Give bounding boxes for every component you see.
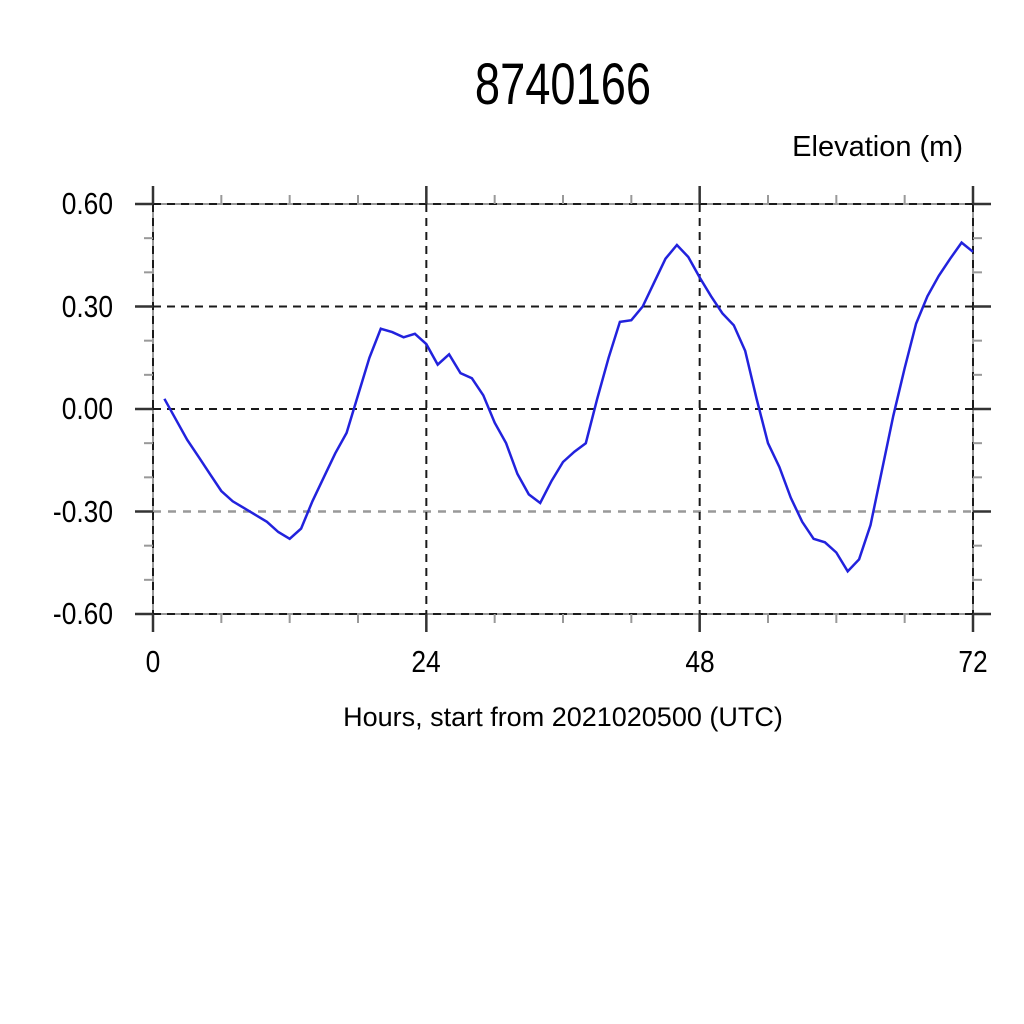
y-tick-label: 0.60 xyxy=(61,186,113,221)
chart-title: 8740166 xyxy=(474,52,652,117)
y-tick-label: 0.00 xyxy=(61,391,113,426)
x-tick-label: 0 xyxy=(145,644,161,679)
x-axis-title: Hours, start from 2021020500 (UTC) xyxy=(343,702,783,732)
x-tick-label: 72 xyxy=(958,644,988,679)
x-tick-label: 24 xyxy=(411,644,441,679)
y-tick-label: 0.30 xyxy=(61,288,113,324)
x-tick-label: 48 xyxy=(684,644,715,679)
y-axis-title: Elevation (m) xyxy=(792,131,963,163)
y-tick-label: -0.60 xyxy=(52,596,113,631)
elevation-line xyxy=(163,240,974,574)
y-tick-label: -0.30 xyxy=(52,493,113,529)
